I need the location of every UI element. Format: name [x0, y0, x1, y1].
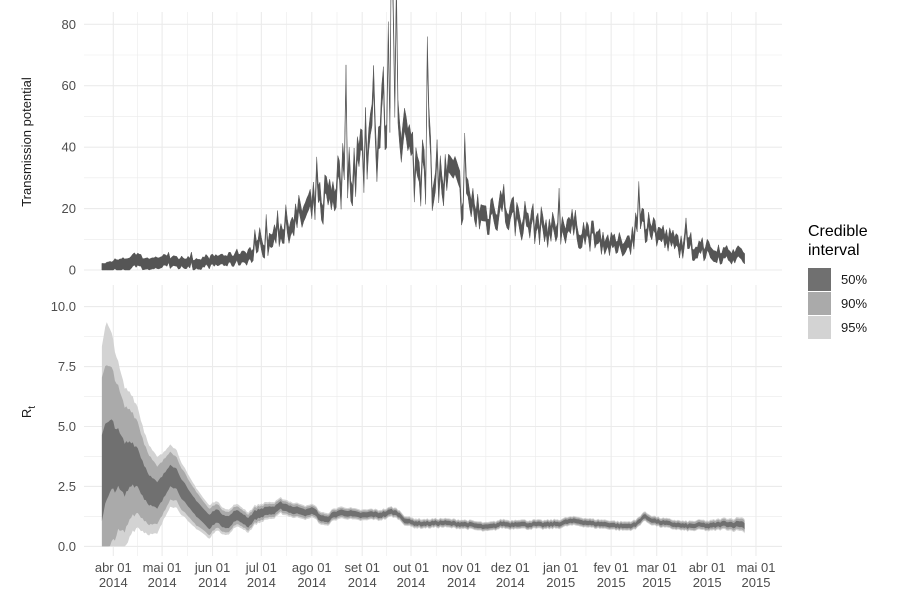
legend-label-50: 50% [841, 271, 868, 287]
legend-label-95: 95% [841, 319, 868, 335]
top-y-axis-title: Transmission potential [19, 77, 34, 207]
top-y-tick-label: 60 [62, 78, 76, 93]
legend-title-line2: interval [808, 242, 860, 259]
legend-swatch-95 [808, 315, 831, 339]
rt-band-90 [101, 365, 745, 547]
x-tick-label-year: 2014 [247, 575, 276, 590]
x-tick-label-year: 2014 [397, 575, 426, 590]
x-tick-label-month: dez 01 [491, 560, 530, 575]
x-tick-label-year: 2014 [348, 575, 377, 590]
top-y-tick-label: 80 [62, 17, 76, 32]
bottom-y-tick-label: 5.0 [58, 419, 76, 434]
x-tick-label-month: mai 01 [736, 560, 775, 575]
rt-panel: 0.0 2.5 5.0 7.5 10.0 [51, 285, 782, 556]
x-tick-label-month: mar 01 [636, 560, 676, 575]
x-tick-label-month: abr 01 [689, 560, 726, 575]
x-tick-label-year: 2014 [99, 575, 128, 590]
x-tick-label-month: mai 01 [143, 560, 182, 575]
x-tick-label-month: jun 01 [194, 560, 230, 575]
transmission-potential-band [101, 0, 745, 271]
rt-subscript: t [27, 406, 38, 409]
x-tick-label-month: jan 01 [542, 560, 578, 575]
x-tick-label-year: 2014 [198, 575, 227, 590]
x-tick-label-year: 2015 [693, 575, 722, 590]
transmission-potential-panel: 0 20 40 60 80 [62, 0, 782, 278]
x-tick-label-year: 2014 [148, 575, 177, 590]
legend-swatch-50 [808, 267, 831, 291]
x-tick-label-year: 2015 [597, 575, 626, 590]
x-tick-label-year: 2014 [496, 575, 525, 590]
top-y-tick-label: 40 [62, 140, 76, 155]
legend-label-90: 90% [841, 295, 868, 311]
x-tick-label-year: 2015 [546, 575, 575, 590]
bottom-y-tick-label: 7.5 [58, 359, 76, 374]
x-tick-label-month: jul 01 [245, 560, 277, 575]
rt-symbol: R [19, 409, 34, 418]
legend-item-95: 95% [808, 315, 868, 339]
bottom-y-axis-title: Rt [19, 406, 38, 418]
rt-band-50 [101, 419, 745, 530]
top-y-tick-label: 0 [69, 263, 76, 278]
x-tick-label-year: 2015 [742, 575, 771, 590]
top-y-tick-label: 20 [62, 201, 76, 216]
legend-title-line1: Credible [808, 223, 868, 240]
bottom-y-tick-label: 2.5 [58, 479, 76, 494]
legend: Credible interval 50% 90% 95% [808, 222, 868, 339]
legend-swatch-90 [808, 291, 831, 315]
x-tick-label-year: 2014 [297, 575, 326, 590]
legend-title: Credible interval [808, 222, 868, 260]
x-tick-label-year: 2015 [642, 575, 671, 590]
legend-item-50: 50% [808, 267, 868, 291]
legend-item-90: 90% [808, 291, 868, 315]
x-tick-label-month: set 01 [345, 560, 380, 575]
x-tick-label-year: 2014 [447, 575, 476, 590]
x-tick-label-month: nov 01 [442, 560, 481, 575]
bottom-y-tick-label: 10.0 [51, 299, 76, 314]
bottom-y-tick-label: 0.0 [58, 539, 76, 554]
x-tick-label-month: out 01 [393, 560, 429, 575]
x-tick-label-month: ago 01 [292, 560, 332, 575]
x-tick-label-month: abr 01 [95, 560, 132, 575]
x-tick-label-month: fev 01 [593, 560, 628, 575]
